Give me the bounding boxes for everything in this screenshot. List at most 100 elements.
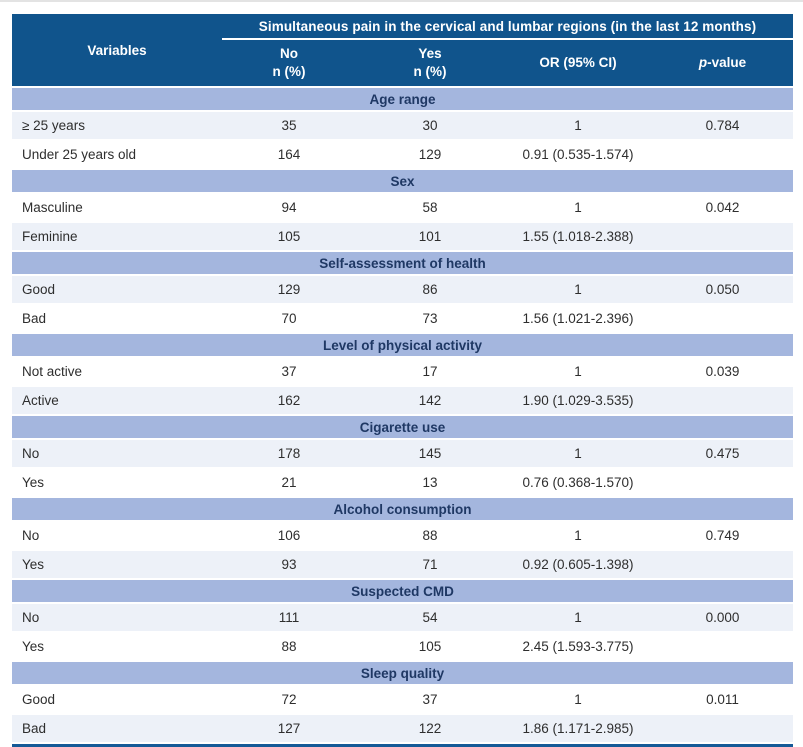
cell-yes: 54	[356, 604, 504, 631]
pvalue-rest: -value	[707, 55, 747, 70]
row-label: No	[12, 440, 222, 467]
cell-yes: 17	[356, 358, 504, 385]
section-row: Cigarette use	[12, 416, 794, 438]
table-row: Yes 21 13 0.76 (0.368-1.570)	[12, 469, 794, 496]
cell-no: 70	[222, 305, 356, 332]
section-band: Age range	[12, 88, 794, 110]
table-row: Yes 93 71 0.92 (0.605-1.398)	[12, 551, 794, 578]
table-row: No 106 88 1 0.749	[12, 522, 794, 549]
cell-p	[652, 223, 794, 250]
cell-no: 105	[222, 223, 356, 250]
cell-or: 1.90 (1.029-3.535)	[504, 387, 652, 414]
row-label: Bad	[12, 305, 222, 332]
cell-no: 129	[222, 276, 356, 303]
section-row: Suspected CMD	[12, 580, 794, 602]
cell-yes: 142	[356, 387, 504, 414]
table-row: Good 129 86 1 0.050	[12, 276, 794, 303]
row-label: No	[12, 522, 222, 549]
cell-p: 0.000	[652, 604, 794, 631]
cell-no: 127	[222, 715, 356, 742]
col-header-yes: Yes n (%)	[356, 40, 504, 86]
table-header: Variables Simultaneous pain in the cervi…	[12, 14, 794, 86]
row-label: No	[12, 604, 222, 631]
cell-yes: 105	[356, 633, 504, 660]
section-band: Self-assessment of health	[12, 252, 794, 274]
cell-yes: 71	[356, 551, 504, 578]
section-row: Self-assessment of health	[12, 252, 794, 274]
cell-p: 0.475	[652, 440, 794, 467]
row-label: Under 25 years old	[12, 141, 222, 168]
cell-yes: 145	[356, 440, 504, 467]
col-header-line1: No	[280, 46, 298, 61]
row-label: Not active	[12, 358, 222, 385]
table-row: Active 162 142 1.90 (1.029-3.535)	[12, 387, 794, 414]
cell-yes: 86	[356, 276, 504, 303]
cell-or: 1	[504, 522, 652, 549]
row-label: Masculine	[12, 194, 222, 221]
section-row: Sleep quality	[12, 662, 794, 684]
col-header-line2: n (%)	[413, 64, 447, 79]
table-row: ≥ 25 years 35 30 1 0.784	[12, 112, 794, 139]
col-header-line2: n (%)	[272, 64, 306, 79]
col-header-or-95-ci-: OR (95% CI)	[504, 40, 652, 86]
row-label: Active	[12, 387, 222, 414]
stats-table: Variables Simultaneous pain in the cervi…	[12, 12, 794, 747]
cell-p	[652, 141, 794, 168]
row-label: Bad	[12, 715, 222, 742]
pvalue-p: p	[698, 55, 708, 70]
table-row: Bad 127 122 1.86 (1.171-2.985)	[12, 715, 794, 742]
cell-no: 106	[222, 522, 356, 549]
cell-yes: 101	[356, 223, 504, 250]
row-label: Yes	[12, 469, 222, 496]
section-row: Sex	[12, 170, 794, 192]
cell-yes: 88	[356, 522, 504, 549]
row-label: Yes	[12, 551, 222, 578]
cell-p	[652, 715, 794, 742]
table-row: Masculine 94 58 1 0.042	[12, 194, 794, 221]
table-row: Feminine 105 101 1.55 (1.018-2.388)	[12, 223, 794, 250]
variables-header: Variables	[12, 14, 222, 86]
row-label: Good	[12, 686, 222, 713]
col-header-line1: OR (95% CI)	[539, 55, 617, 70]
cell-no: 72	[222, 686, 356, 713]
cell-or: 0.76 (0.368-1.570)	[504, 469, 652, 496]
section-row: Age range	[12, 88, 794, 110]
table-title: Simultaneous pain in the cervical and lu…	[222, 14, 794, 38]
section-row: Alcohol consumption	[12, 498, 794, 520]
cell-no: 162	[222, 387, 356, 414]
table-row: Not active 37 17 1 0.039	[12, 358, 794, 385]
cell-yes: 13	[356, 469, 504, 496]
cell-or: 0.92 (0.605-1.398)	[504, 551, 652, 578]
cell-p	[652, 305, 794, 332]
cell-no: 93	[222, 551, 356, 578]
section-band: Sleep quality	[12, 662, 794, 684]
cell-no: 111	[222, 604, 356, 631]
cell-p	[652, 633, 794, 660]
cell-yes: 122	[356, 715, 504, 742]
section-band: Suspected CMD	[12, 580, 794, 602]
cell-no: 21	[222, 469, 356, 496]
cell-or: 1	[504, 358, 652, 385]
cell-or: 2.45 (1.593-3.775)	[504, 633, 652, 660]
cell-no: 37	[222, 358, 356, 385]
cell-p	[652, 387, 794, 414]
section-band: Level of physical activity	[12, 334, 794, 356]
cell-or: 1	[504, 276, 652, 303]
section-band: Alcohol consumption	[12, 498, 794, 520]
cell-p: 0.042	[652, 194, 794, 221]
cell-or: 1.86 (1.171-2.985)	[504, 715, 652, 742]
cell-or: 1	[504, 194, 652, 221]
cell-or: 1	[504, 604, 652, 631]
row-label: Good	[12, 276, 222, 303]
cell-yes: 37	[356, 686, 504, 713]
row-label: Yes	[12, 633, 222, 660]
cell-p: 0.784	[652, 112, 794, 139]
header-row-columns: No n (%) Yes n (%) OR (95% CI) p-value	[12, 40, 794, 86]
cell-yes: 73	[356, 305, 504, 332]
table-row: Good 72 37 1 0.011	[12, 686, 794, 713]
cell-no: 35	[222, 112, 356, 139]
col-header-pvalue: p-value	[652, 40, 794, 86]
cell-no: 178	[222, 440, 356, 467]
cell-or: 1	[504, 440, 652, 467]
cell-or: 1	[504, 112, 652, 139]
